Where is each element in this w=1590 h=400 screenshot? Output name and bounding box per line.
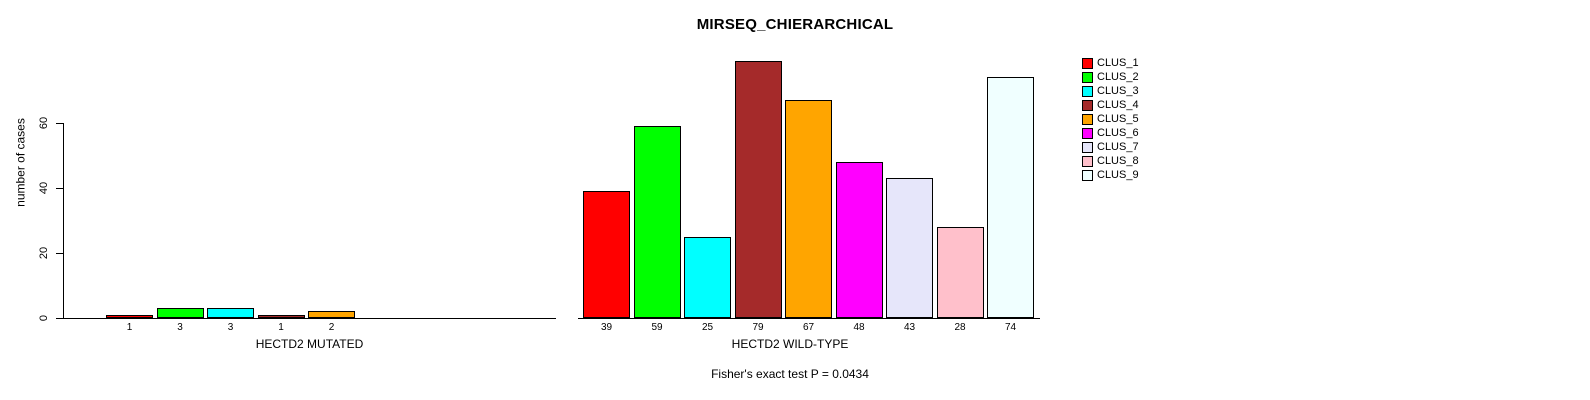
legend-item-CLUS_2: CLUS_2 [1082,70,1139,84]
legend-label: CLUS_3 [1097,85,1139,97]
legend-swatch-CLUS_7 [1082,141,1093,153]
legend-label: CLUS_5 [1097,113,1139,125]
bar-CLUS_4 [257,315,305,318]
legend-item-CLUS_5: CLUS_5 [1082,112,1139,126]
chart-title: MIRSEQ_CHIERARCHICAL [696,16,894,33]
bar-CLUS_7 [886,178,933,318]
bar-value-label: 28 [954,322,966,333]
bar-value-label: 79 [752,322,764,333]
bar-CLUS_1 [583,191,630,318]
legend-label: CLUS_8 [1097,155,1139,167]
bar-CLUS_4 [734,61,782,318]
bar-value-label: 48 [853,322,865,333]
bar-value-label: 3 [177,322,183,333]
bar-value-label: 39 [600,322,613,333]
y-axis-line [63,123,64,319]
legend-item-CLUS_3: CLUS_3 [1082,84,1139,98]
legend-label: CLUS_7 [1097,141,1139,153]
x-axis-label-mutated: HECTD2 MUTATED [255,337,364,351]
legend-label: CLUS_6 [1097,127,1139,139]
bar-value-label: 25 [701,322,714,333]
legend-swatch-CLUS_8 [1082,155,1093,167]
x-axis-label-wildtype: HECTD2 WILD-TYPE [731,337,849,351]
bar-value-label: 1 [126,322,133,333]
bar-value-label: 43 [903,322,916,333]
legend-swatch-CLUS_9 [1082,169,1093,181]
y-axis-tick [56,123,64,124]
legend-item-CLUS_4: CLUS_4 [1082,98,1139,112]
bar-CLUS_2 [633,126,681,318]
x-axis-line [63,318,556,319]
fisher-test-annotation: Fisher's exact test P = 0.0434 [711,367,869,381]
bar-CLUS_9 [987,77,1034,318]
bar-value-label: 67 [802,322,815,333]
legend-item-CLUS_8: CLUS_8 [1082,154,1139,168]
bar-CLUS_1 [106,315,153,318]
y-tick-label: 0 [38,314,50,322]
legend-swatch-CLUS_4 [1082,99,1093,111]
bar-CLUS_6 [835,162,883,318]
bar-CLUS_5 [308,311,355,318]
bar-value-label: 3 [227,322,234,333]
legend-swatch-CLUS_2 [1082,71,1093,83]
bar-value-label: 2 [328,322,335,333]
bar-value-label: 1 [278,322,284,333]
y-tick-label: 20 [38,246,50,260]
legend-swatch-CLUS_6 [1082,127,1093,139]
legend-item-CLUS_7: CLUS_7 [1082,140,1139,154]
bar-value-label: 74 [1004,322,1017,333]
legend-swatch-CLUS_1 [1082,57,1093,69]
bar-CLUS_3 [207,308,254,318]
legend: CLUS_1 CLUS_2 CLUS_3 CLUS_4 CLUS_5 CLUS_6 CLUS… [1082,56,1139,182]
bar-value-label: 59 [651,322,663,333]
legend-label: CLUS_9 [1097,169,1139,181]
legend-item-CLUS_9: CLUS_9 [1082,168,1139,182]
legend-label: CLUS_2 [1097,71,1139,83]
legend-swatch-CLUS_3 [1082,85,1093,97]
bar-CLUS_5 [785,100,832,318]
bar-CLUS_8 [936,227,984,318]
legend-swatch-CLUS_5 [1082,113,1093,125]
legend-label: CLUS_1 [1097,57,1139,69]
legend-item-CLUS_6: CLUS_6 [1082,126,1139,140]
legend-label: CLUS_4 [1097,99,1139,111]
y-axis-tick [56,253,64,254]
legend-item-CLUS_1: CLUS_1 [1082,56,1139,70]
y-axis-tick [56,318,64,319]
y-tick-label: 40 [38,181,50,195]
bar-CLUS_3 [684,237,731,318]
x-axis-line [578,318,1040,319]
y-axis-tick [56,188,64,189]
y-tick-label: 60 [38,116,50,130]
bar-CLUS_2 [156,308,204,318]
